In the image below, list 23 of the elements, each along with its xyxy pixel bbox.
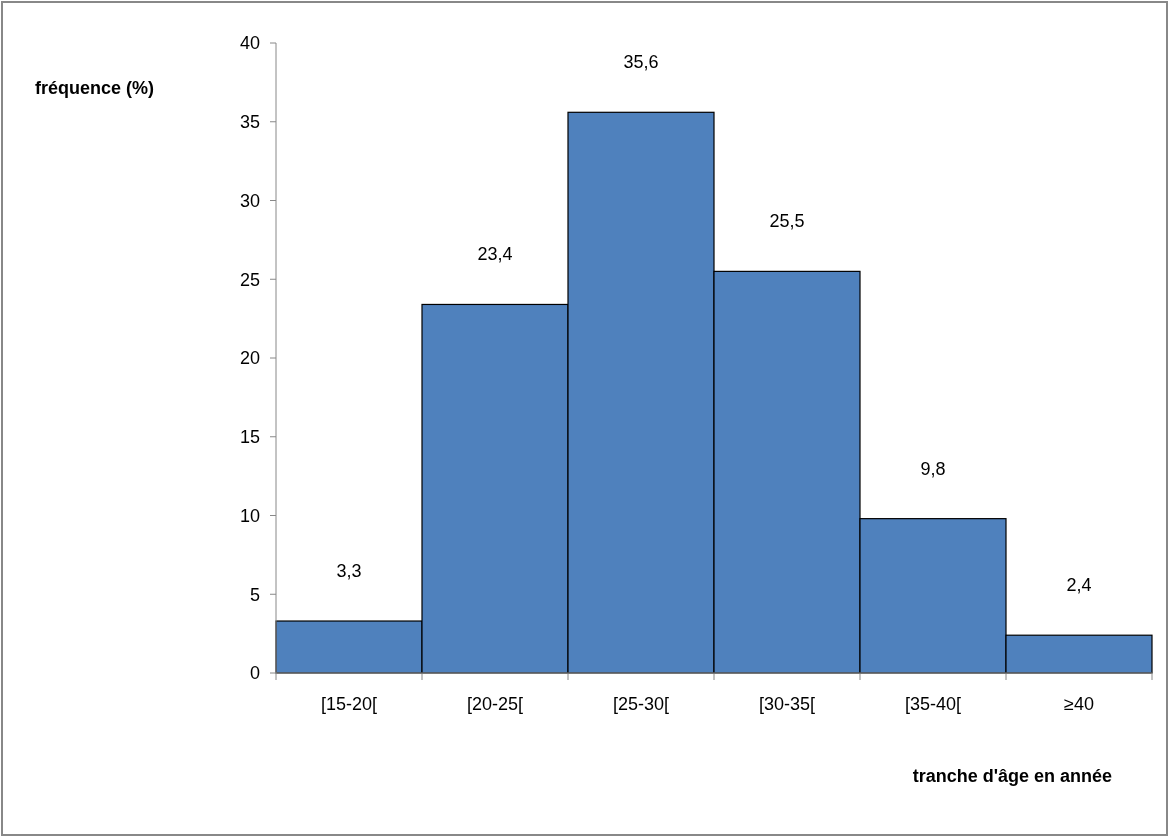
- x-tick-label: [30-35[: [758, 694, 816, 714]
- y-tick-label: 15: [239, 427, 260, 448]
- x-axis-title: tranche d'âge en année: [912, 766, 1112, 786]
- y-axis-title: fréquence (%): [35, 78, 155, 98]
- data-label: 3,3: [336, 561, 362, 582]
- data-label: 23,4: [477, 244, 513, 265]
- y-tick-label: 30: [239, 190, 260, 211]
- x-tick-label: [15-20[: [320, 694, 378, 714]
- data-label: 9,8: [920, 458, 946, 479]
- y-tick-label: 10: [239, 505, 260, 526]
- data-label: 35,6: [623, 52, 659, 73]
- y-tick-label: 5: [249, 584, 260, 605]
- y-tick-label: 25: [239, 269, 260, 290]
- data-label: 2,4: [1066, 575, 1092, 596]
- data-label: 25,5: [769, 211, 805, 232]
- y-tick-label: 0: [249, 663, 260, 684]
- x-tick-label: [35-40[: [904, 694, 962, 714]
- x-tick-label: [25-30[: [612, 694, 670, 714]
- y-tick-label: 40: [239, 33, 260, 54]
- x-tick-label: ≥40: [1064, 694, 1094, 714]
- y-tick-label: 20: [239, 348, 260, 369]
- x-tick-label: [20-25[: [466, 694, 524, 714]
- y-tick-label: 35: [239, 112, 260, 133]
